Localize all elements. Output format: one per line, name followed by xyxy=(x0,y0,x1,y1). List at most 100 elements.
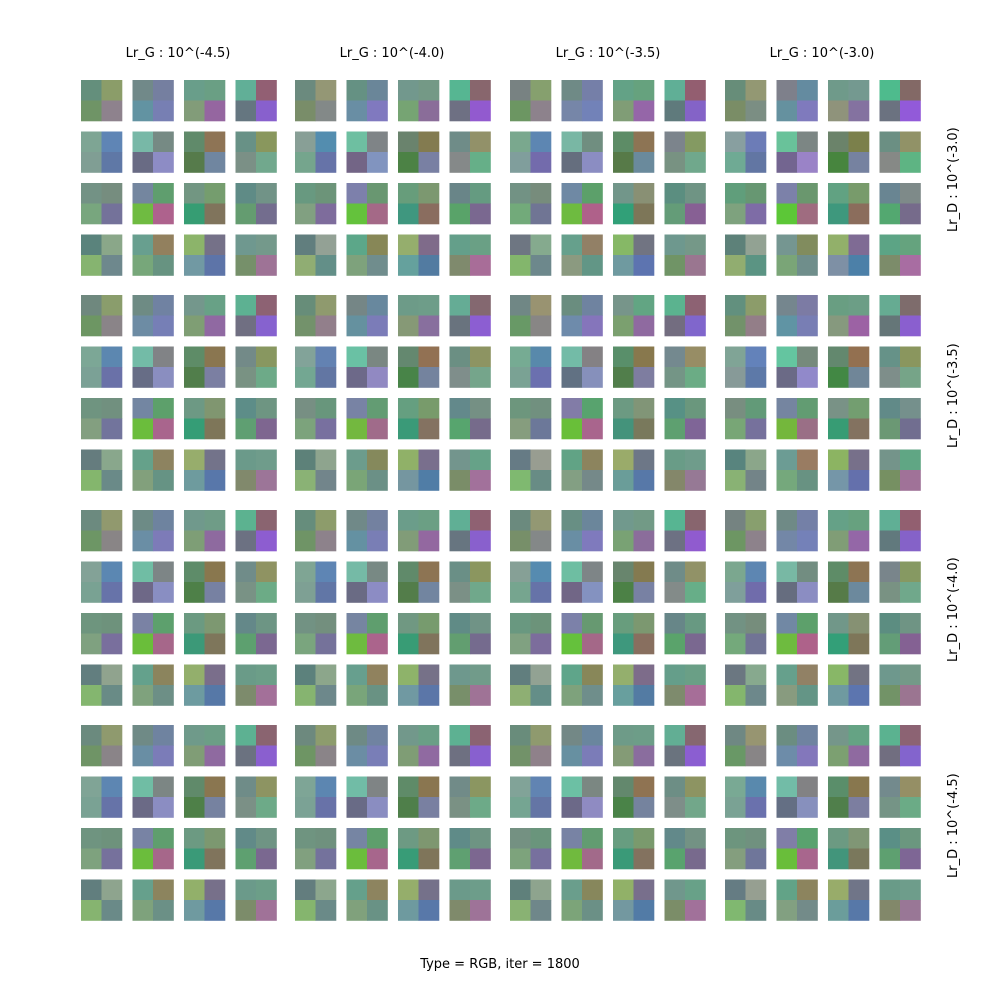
filter-cell xyxy=(633,449,655,471)
filter-cell xyxy=(101,449,123,471)
filter-cell xyxy=(745,848,767,870)
filter-cell xyxy=(848,582,870,603)
filter-cell xyxy=(449,664,471,686)
col-title-4: Lr_G : 10^(-3.0) xyxy=(769,46,875,61)
filter-cell xyxy=(725,725,746,746)
filter-cell xyxy=(470,561,491,583)
filter-cell xyxy=(685,295,706,316)
filter-cell xyxy=(510,582,531,603)
filter-cell xyxy=(398,725,419,746)
filter-cell xyxy=(132,582,154,603)
filter-cell xyxy=(828,255,849,276)
filter-cell xyxy=(449,470,471,491)
filter-cell xyxy=(367,582,388,603)
filter-cell xyxy=(745,203,767,225)
filter-cell xyxy=(745,900,767,921)
filter-cell xyxy=(235,561,257,583)
filter-cell xyxy=(315,234,337,256)
filter-cell xyxy=(530,367,552,388)
filter-cell xyxy=(685,234,706,256)
filter-cell xyxy=(101,183,123,204)
filter-cell xyxy=(633,848,655,870)
filter-cell xyxy=(510,152,531,173)
filter-cell xyxy=(398,152,419,173)
filter-cell xyxy=(367,664,388,686)
filter-cell xyxy=(848,398,870,419)
filter-cell xyxy=(346,131,368,153)
filter-cell xyxy=(346,530,368,552)
filter-cell xyxy=(295,685,316,706)
filter-cell xyxy=(613,346,634,368)
filter-cell xyxy=(848,530,870,552)
filter-cell xyxy=(367,725,388,746)
filter-cell xyxy=(510,449,531,471)
filter-cell xyxy=(315,530,337,552)
filter-cell xyxy=(725,776,746,798)
filter-cell xyxy=(848,828,870,849)
filter-cell xyxy=(295,776,316,798)
filter-cell xyxy=(418,131,440,153)
filter-cell xyxy=(256,131,277,153)
filter-cell xyxy=(530,295,552,316)
filter-cell xyxy=(828,398,849,419)
filter-cell xyxy=(633,255,655,276)
filter-cell xyxy=(315,346,337,368)
filter-cell xyxy=(295,367,316,388)
filter-cell xyxy=(685,685,706,706)
filter-cell xyxy=(797,203,818,225)
filter-cell xyxy=(132,418,154,440)
filter-cell xyxy=(153,828,174,849)
filter-cell xyxy=(204,776,226,798)
filter-cell xyxy=(613,664,634,686)
filter-cell xyxy=(745,315,767,337)
filter-cell xyxy=(204,346,226,368)
filter-cell xyxy=(470,152,491,173)
filter-cell xyxy=(530,80,552,101)
filter-cell xyxy=(153,346,174,368)
filter-cell xyxy=(613,470,634,491)
filter-cell xyxy=(295,613,316,634)
filter-cell xyxy=(879,315,901,337)
filter-cell xyxy=(256,203,277,225)
filter-cell xyxy=(204,900,226,921)
filter-cell xyxy=(418,80,440,101)
filter-cell xyxy=(530,131,552,153)
filter-cell xyxy=(745,582,767,603)
filter-cell xyxy=(449,848,471,870)
filter-cell xyxy=(582,255,603,276)
filter-cell xyxy=(132,295,154,316)
filter-cell xyxy=(664,449,686,471)
filter-cell xyxy=(470,797,491,818)
filter-cell xyxy=(745,100,767,122)
filter-cell xyxy=(848,848,870,870)
filter-cell xyxy=(153,418,174,440)
filter-cell xyxy=(530,510,552,531)
filter-cell xyxy=(101,797,123,818)
panel-r2-c2 xyxy=(295,295,491,491)
filter-cell xyxy=(613,131,634,153)
filter-cell xyxy=(561,561,583,583)
panel-r4-c2 xyxy=(295,725,491,921)
filter-cell xyxy=(235,295,257,316)
filter-cell xyxy=(101,346,123,368)
filter-cell xyxy=(725,470,746,491)
filter-cell xyxy=(561,725,583,746)
filter-cell xyxy=(879,848,901,870)
filter-cell xyxy=(449,203,471,225)
filter-cell xyxy=(398,633,419,655)
filter-cell xyxy=(745,470,767,491)
filter-cell xyxy=(530,900,552,921)
filter-cell xyxy=(470,900,491,921)
filter-cell xyxy=(449,613,471,634)
filter-cell xyxy=(797,776,818,798)
filter-cell xyxy=(470,449,491,471)
filter-cell xyxy=(81,848,102,870)
panel-r1-c1 xyxy=(81,80,277,276)
filter-cell xyxy=(561,449,583,471)
filter-cell xyxy=(797,510,818,531)
filter-cell xyxy=(633,725,655,746)
filter-cell xyxy=(101,848,123,870)
filter-cell xyxy=(879,131,901,153)
filter-cell xyxy=(879,613,901,634)
filter-cell xyxy=(101,879,123,901)
